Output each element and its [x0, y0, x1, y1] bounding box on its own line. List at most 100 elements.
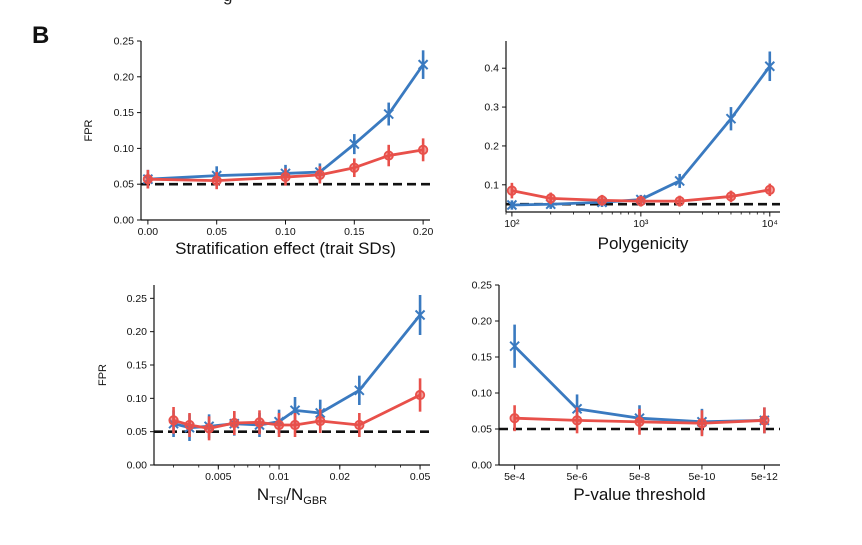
data-point-circle-marker [314, 169, 326, 180]
y-tick-label: 0.20 [114, 71, 135, 83]
data-point-circle-marker [289, 419, 301, 431]
marker-stroke [674, 175, 685, 187]
data-point-circle-marker [509, 413, 520, 424]
data-point-circle-marker [254, 417, 265, 428]
data-point-circle-marker [354, 419, 365, 431]
data-point-circle-marker [414, 389, 426, 401]
y-tick-label: 0.00 [114, 215, 135, 227]
data-point-x-marker [354, 385, 365, 396]
chart-panel-4: 0.00 0.05 0.10 0.15 0.20 0.25 5e-4 5e-6 5e-8 5e-1… [472, 280, 780, 504]
x-label-text: N [257, 485, 269, 504]
y-tick-label: 0.15 [127, 360, 148, 372]
x-tick-label: 5e-4 [504, 471, 525, 483]
y-axis-label: FPR [83, 119, 95, 141]
data-point-circle-marker [349, 162, 360, 173]
x-label-subscript: GBR [303, 495, 327, 507]
y-tick-label: 0.25 [472, 280, 493, 292]
data-point-circle-marker [203, 423, 215, 434]
data-point-circle-marker [674, 196, 685, 207]
data-point-x-marker [725, 113, 737, 124]
data-point-circle-marker [596, 195, 608, 206]
data-point-x-marker [383, 108, 394, 120]
data-point-circle-marker [383, 150, 394, 161]
marker-stroke [509, 340, 520, 352]
y-tick-label: 0.4 [484, 63, 499, 75]
x-tick-label: 0.10 [275, 226, 296, 238]
data-point-circle-marker [229, 417, 240, 429]
x-tick-label: 0.20 [413, 226, 434, 238]
chart-panel-3: 0.00 0.05 0.10 0.15 0.20 0.25 0.005 0.01 0.02 0.0… [97, 285, 430, 507]
data-point-x-marker [764, 61, 775, 72]
series-line-red [173, 393, 421, 430]
data-point-circle-marker [184, 419, 195, 431]
x-axis-label: Stratification effect (trait SDs) [175, 239, 396, 258]
y-tick-label: 0.10 [127, 393, 148, 405]
series-line-blue [511, 65, 771, 207]
series-line-blue [147, 63, 425, 181]
marker-stroke [725, 113, 737, 124]
x-tick-label: 5e-10 [689, 471, 716, 483]
x-tick-label: 10² [504, 218, 520, 230]
panel-letter: B [32, 22, 50, 49]
data-point-x-marker [289, 405, 301, 416]
data-point-circle-marker [168, 415, 179, 426]
x-tick-label: 10⁴ [762, 218, 778, 230]
y-tick-label: 0.05 [114, 179, 135, 191]
x-tick-label: 5e-6 [567, 471, 588, 483]
y-tick-label: 0.10 [472, 388, 493, 400]
y-tick-label: 0.2 [484, 140, 499, 152]
data-point-x-marker [509, 340, 520, 352]
x-label-subscript: TSI [269, 495, 286, 507]
data-point-circle-marker [764, 184, 775, 195]
x-tick-label: 0.05 [206, 226, 227, 238]
x-tick-label: 10³ [633, 218, 649, 230]
x-tick-label: 0.15 [344, 226, 365, 238]
marker-stroke [414, 309, 426, 321]
data-point-circle-marker [725, 191, 737, 202]
marker-stroke [354, 385, 365, 396]
x-axis-label: NTSI/NGBR [257, 485, 327, 507]
x-tick-label: 0.00 [138, 226, 159, 238]
x-tick-label: 0.005 [205, 471, 231, 483]
data-point-circle-marker [759, 415, 770, 426]
marker-stroke [764, 61, 775, 72]
x-tick-label: 0.01 [269, 471, 290, 483]
marker-stroke [506, 199, 518, 211]
data-point-x-marker [417, 59, 429, 70]
x-tick-label: 0.02 [330, 471, 351, 483]
marker-stroke [349, 138, 360, 150]
y-tick-label: 0.05 [472, 424, 493, 436]
chart-panel-2: 0.1 0.2 0.3 0.4 10² 10³ 10⁴ Polygenicity [484, 41, 780, 253]
y-tick-label: 0.15 [114, 107, 135, 119]
y-tick-label: 0.25 [127, 293, 148, 305]
y-tick-label: 0.10 [114, 143, 135, 155]
x-tick-label: 5e-12 [751, 471, 778, 483]
data-point-circle-marker [142, 174, 153, 185]
data-point-circle-marker [211, 175, 222, 186]
data-point-circle-marker [506, 185, 518, 196]
data-point-circle-marker [571, 415, 583, 426]
y-tick-label: 0.00 [127, 460, 148, 472]
y-tick-label: 0.15 [472, 352, 493, 364]
data-point-circle-marker [545, 193, 556, 204]
y-tick-label: 0.00 [472, 460, 493, 472]
x-tick-label: 0.05 [410, 471, 431, 483]
data-point-circle-marker [280, 171, 291, 183]
y-tick-label: 0.20 [127, 326, 148, 338]
data-point-circle-marker [273, 419, 285, 431]
data-point-x-marker [506, 199, 518, 211]
y-tick-label: 0.05 [127, 426, 148, 438]
x-label-text: /N [286, 485, 303, 504]
x-axis-label: Polygenicity [598, 234, 689, 253]
data-point-circle-marker [635, 196, 646, 207]
y-axis-label: FPR [97, 364, 109, 386]
chart-panel-1: 0.00 0.05 0.10 0.15 0.20 0.25 0.00 0.05 0.10 0.15… [83, 36, 433, 259]
y-tick-label: 0.3 [484, 102, 499, 114]
marker-stroke [383, 108, 394, 120]
top-text-fragment: g [223, 0, 232, 6]
y-tick-label: 0.20 [472, 316, 493, 328]
marker-stroke [289, 405, 301, 416]
y-tick-label: 0.25 [114, 36, 135, 48]
data-point-x-marker [674, 175, 685, 187]
